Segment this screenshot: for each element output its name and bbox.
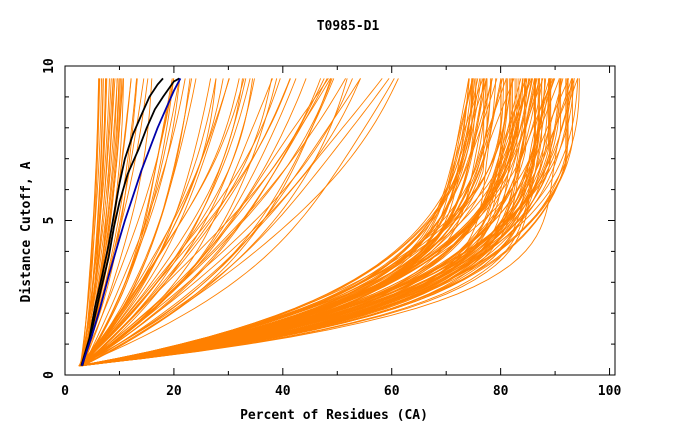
highlight-layer (80, 77, 182, 366)
series-line-flat-bundle (79, 78, 539, 367)
y-tick-label: 5 (42, 217, 57, 225)
series-line-flat-bundle (79, 78, 570, 367)
x-tick-label: 100 (598, 384, 622, 399)
series-line-mid-fan (82, 78, 186, 366)
series-line-flat-bundle (82, 78, 547, 367)
tick-layer: 0 20 40 60 80 100 0 5 10 (42, 58, 621, 399)
series-line-flat-bundle (80, 78, 473, 367)
series-line-mid-fan (78, 78, 395, 367)
chart-title: T0985-D1 (317, 19, 380, 34)
x-tick-label: 60 (384, 384, 400, 399)
series-line-blue-1 (81, 77, 182, 366)
series-line-flat-bundle (82, 78, 531, 367)
series-line-flat-bundle (79, 78, 507, 367)
x-tick-label: 40 (275, 384, 291, 399)
series-line-steep-cluster (82, 78, 101, 366)
series-line-flat-bundle (79, 78, 579, 367)
series-line-flat-bundle (79, 78, 470, 367)
series-line-flat-bundle (79, 78, 536, 367)
series-line-flat-bundle (82, 78, 568, 367)
series-line-flat-bundle (81, 78, 507, 367)
x-tick-label: 0 (61, 384, 69, 399)
series-line-mid-fan (83, 78, 180, 366)
y-tick-label: 10 (42, 58, 57, 74)
series-line-mid-fan (81, 78, 240, 366)
y-axis-label: Distance Cutoff, A (19, 161, 34, 302)
series-layer (78, 78, 580, 367)
y-tick-label: 0 (42, 371, 57, 379)
series-line-steep-cluster (80, 78, 114, 366)
series-line-mid-fan (83, 78, 348, 367)
series-line-flat-bundle (81, 78, 474, 367)
x-tick-label: 20 (166, 384, 182, 399)
series-line-mid-fan (82, 78, 217, 366)
series-line-mid-fan (79, 78, 175, 366)
series-line-flat-bundle (79, 78, 524, 367)
series-line-mid-fan (81, 78, 291, 367)
series-line-mid-fan (81, 78, 361, 367)
series-line-mid-fan (82, 78, 273, 367)
series-line-mid-fan (83, 78, 383, 367)
series-line-steep-cluster (81, 78, 106, 366)
series-line-flat-bundle (80, 78, 546, 367)
series-line-flat-bundle (81, 78, 470, 367)
series-line-mid-fan (83, 78, 307, 367)
x-tick-label: 80 (493, 384, 509, 399)
series-line-flat-bundle (80, 78, 491, 367)
series-line-flat-bundle (82, 78, 527, 367)
series-line-flat-bundle (81, 78, 551, 367)
series-line-flat-bundle (79, 78, 562, 367)
series-line-mid-fan (82, 78, 399, 367)
series-line-mid-fan (78, 78, 230, 367)
x-axis-label: Percent of Residues (CA) (240, 408, 428, 423)
series-line-mid-fan (79, 78, 331, 367)
series-line-mid-fan (80, 78, 291, 367)
series-line-mid-fan (78, 78, 390, 367)
series-line-flat-bundle (79, 78, 528, 367)
series-line-black-1 (80, 77, 164, 366)
series-line-mid-fan (78, 78, 335, 367)
series-line-mid-fan (80, 78, 361, 367)
series-line-mid-fan (80, 78, 353, 367)
series-line-mid-fan (82, 78, 217, 366)
series-line-mid-fan (82, 78, 255, 367)
series-line-mid-fan (79, 78, 243, 367)
series-line-mid-fan (79, 78, 346, 367)
series-line-mid-fan (81, 78, 197, 366)
series-line-black-2 (81, 77, 180, 366)
series-line-mid-fan (83, 78, 224, 366)
series-line-mid-fan (80, 78, 333, 367)
series-line-mid-fan (78, 78, 251, 367)
series-line-flat-bundle (79, 78, 567, 367)
series-line-flat-bundle (81, 78, 516, 367)
